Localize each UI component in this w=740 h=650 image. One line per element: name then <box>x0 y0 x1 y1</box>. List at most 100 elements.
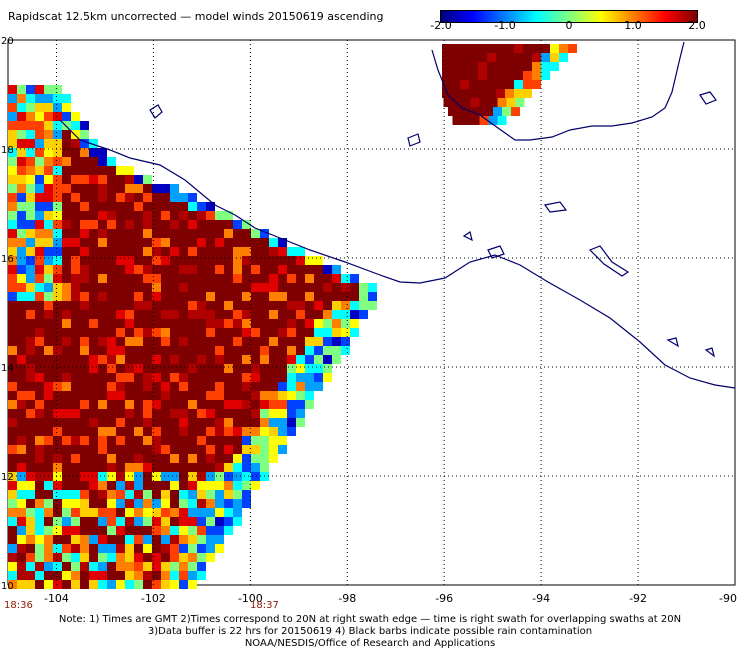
wind-cell <box>323 301 332 310</box>
wind-cell <box>35 274 44 283</box>
wind-cell <box>8 454 17 463</box>
wind-cell <box>179 364 188 373</box>
wind-cell <box>17 400 26 409</box>
wind-cell <box>116 319 125 328</box>
longitude-label: -100 <box>237 592 263 605</box>
wind-cell <box>89 535 98 544</box>
wind-cell <box>170 490 179 499</box>
wind-cell <box>143 310 152 319</box>
wind-cell <box>107 463 116 472</box>
wind-cell <box>188 274 197 283</box>
wind-cell <box>179 247 188 256</box>
wind-cell <box>62 247 71 256</box>
wind-cell <box>107 400 116 409</box>
wind-cell <box>80 148 89 157</box>
wind-cell <box>442 80 451 89</box>
wind-cell <box>89 292 98 301</box>
wind-cell <box>8 508 17 517</box>
wind-cell <box>215 454 224 463</box>
wind-cell <box>26 517 35 526</box>
longitude-label: -90 <box>719 592 737 605</box>
wind-cell <box>107 256 116 265</box>
wind-cell <box>44 319 53 328</box>
wind-cell <box>215 508 224 517</box>
wind-cell <box>233 418 242 427</box>
wind-cell <box>26 85 35 94</box>
wind-cell <box>134 580 143 589</box>
wind-cell <box>179 508 188 517</box>
wind-cell <box>107 553 116 562</box>
wind-cell <box>188 454 197 463</box>
wind-cell <box>206 355 215 364</box>
wind-cell <box>332 337 341 346</box>
wind-cell <box>35 238 44 247</box>
wind-cell <box>89 526 98 535</box>
wind-cell <box>197 238 206 247</box>
wind-cell <box>179 454 188 463</box>
wind-cell <box>8 553 17 562</box>
wind-cell <box>242 292 251 301</box>
wind-cell <box>251 481 260 490</box>
wind-cell <box>152 508 161 517</box>
wind-cell <box>35 580 44 589</box>
wind-cell <box>62 220 71 229</box>
wind-cell <box>296 355 305 364</box>
wind-cell <box>152 580 161 589</box>
wind-cell <box>53 94 62 103</box>
wind-cell <box>116 400 125 409</box>
wind-cell <box>152 400 161 409</box>
wind-cell <box>17 283 26 292</box>
wind-cell <box>89 400 98 409</box>
wind-cell <box>26 175 35 184</box>
wind-cell <box>314 337 323 346</box>
wind-cell <box>71 220 80 229</box>
wind-cell <box>197 292 206 301</box>
wind-cell <box>116 499 125 508</box>
wind-cell <box>314 301 323 310</box>
wind-cell <box>53 229 62 238</box>
wind-cell <box>26 436 35 445</box>
wind-cell <box>134 256 143 265</box>
wind-cell <box>53 319 62 328</box>
wind-cell <box>523 80 532 89</box>
wind-cell <box>152 427 161 436</box>
wind-cell <box>161 301 170 310</box>
wind-cell <box>143 346 152 355</box>
wind-cell <box>170 355 179 364</box>
wind-cell <box>161 193 170 202</box>
wind-cell <box>224 454 233 463</box>
wind-cell <box>224 247 233 256</box>
wind-cell <box>442 44 451 53</box>
wind-cell <box>287 310 296 319</box>
wind-cell <box>143 472 152 481</box>
wind-cell <box>224 319 233 328</box>
wind-cell <box>89 436 98 445</box>
wind-cell <box>143 553 152 562</box>
wind-cell <box>134 220 143 229</box>
wind-cell <box>80 310 89 319</box>
wind-cell <box>53 238 62 247</box>
wind-cell <box>17 571 26 580</box>
wind-cell <box>44 454 53 463</box>
wind-cell <box>233 238 242 247</box>
wind-cell <box>305 373 314 382</box>
wind-cell <box>98 274 107 283</box>
wind-cell <box>80 337 89 346</box>
wind-cell <box>107 499 116 508</box>
wind-cell <box>80 256 89 265</box>
wind-cell <box>197 337 206 346</box>
wind-cell <box>62 157 71 166</box>
wind-cell <box>98 391 107 400</box>
wind-cell <box>98 553 107 562</box>
wind-cell <box>71 562 80 571</box>
wind-cell <box>44 544 53 553</box>
wind-cell <box>98 418 107 427</box>
wind-cell <box>134 382 143 391</box>
wind-cell <box>44 373 53 382</box>
wind-cell <box>125 508 134 517</box>
wind-cell <box>206 274 215 283</box>
wind-cell <box>80 499 89 508</box>
wind-cell <box>8 445 17 454</box>
wind-cell <box>188 256 197 265</box>
wind-cell <box>532 53 541 62</box>
